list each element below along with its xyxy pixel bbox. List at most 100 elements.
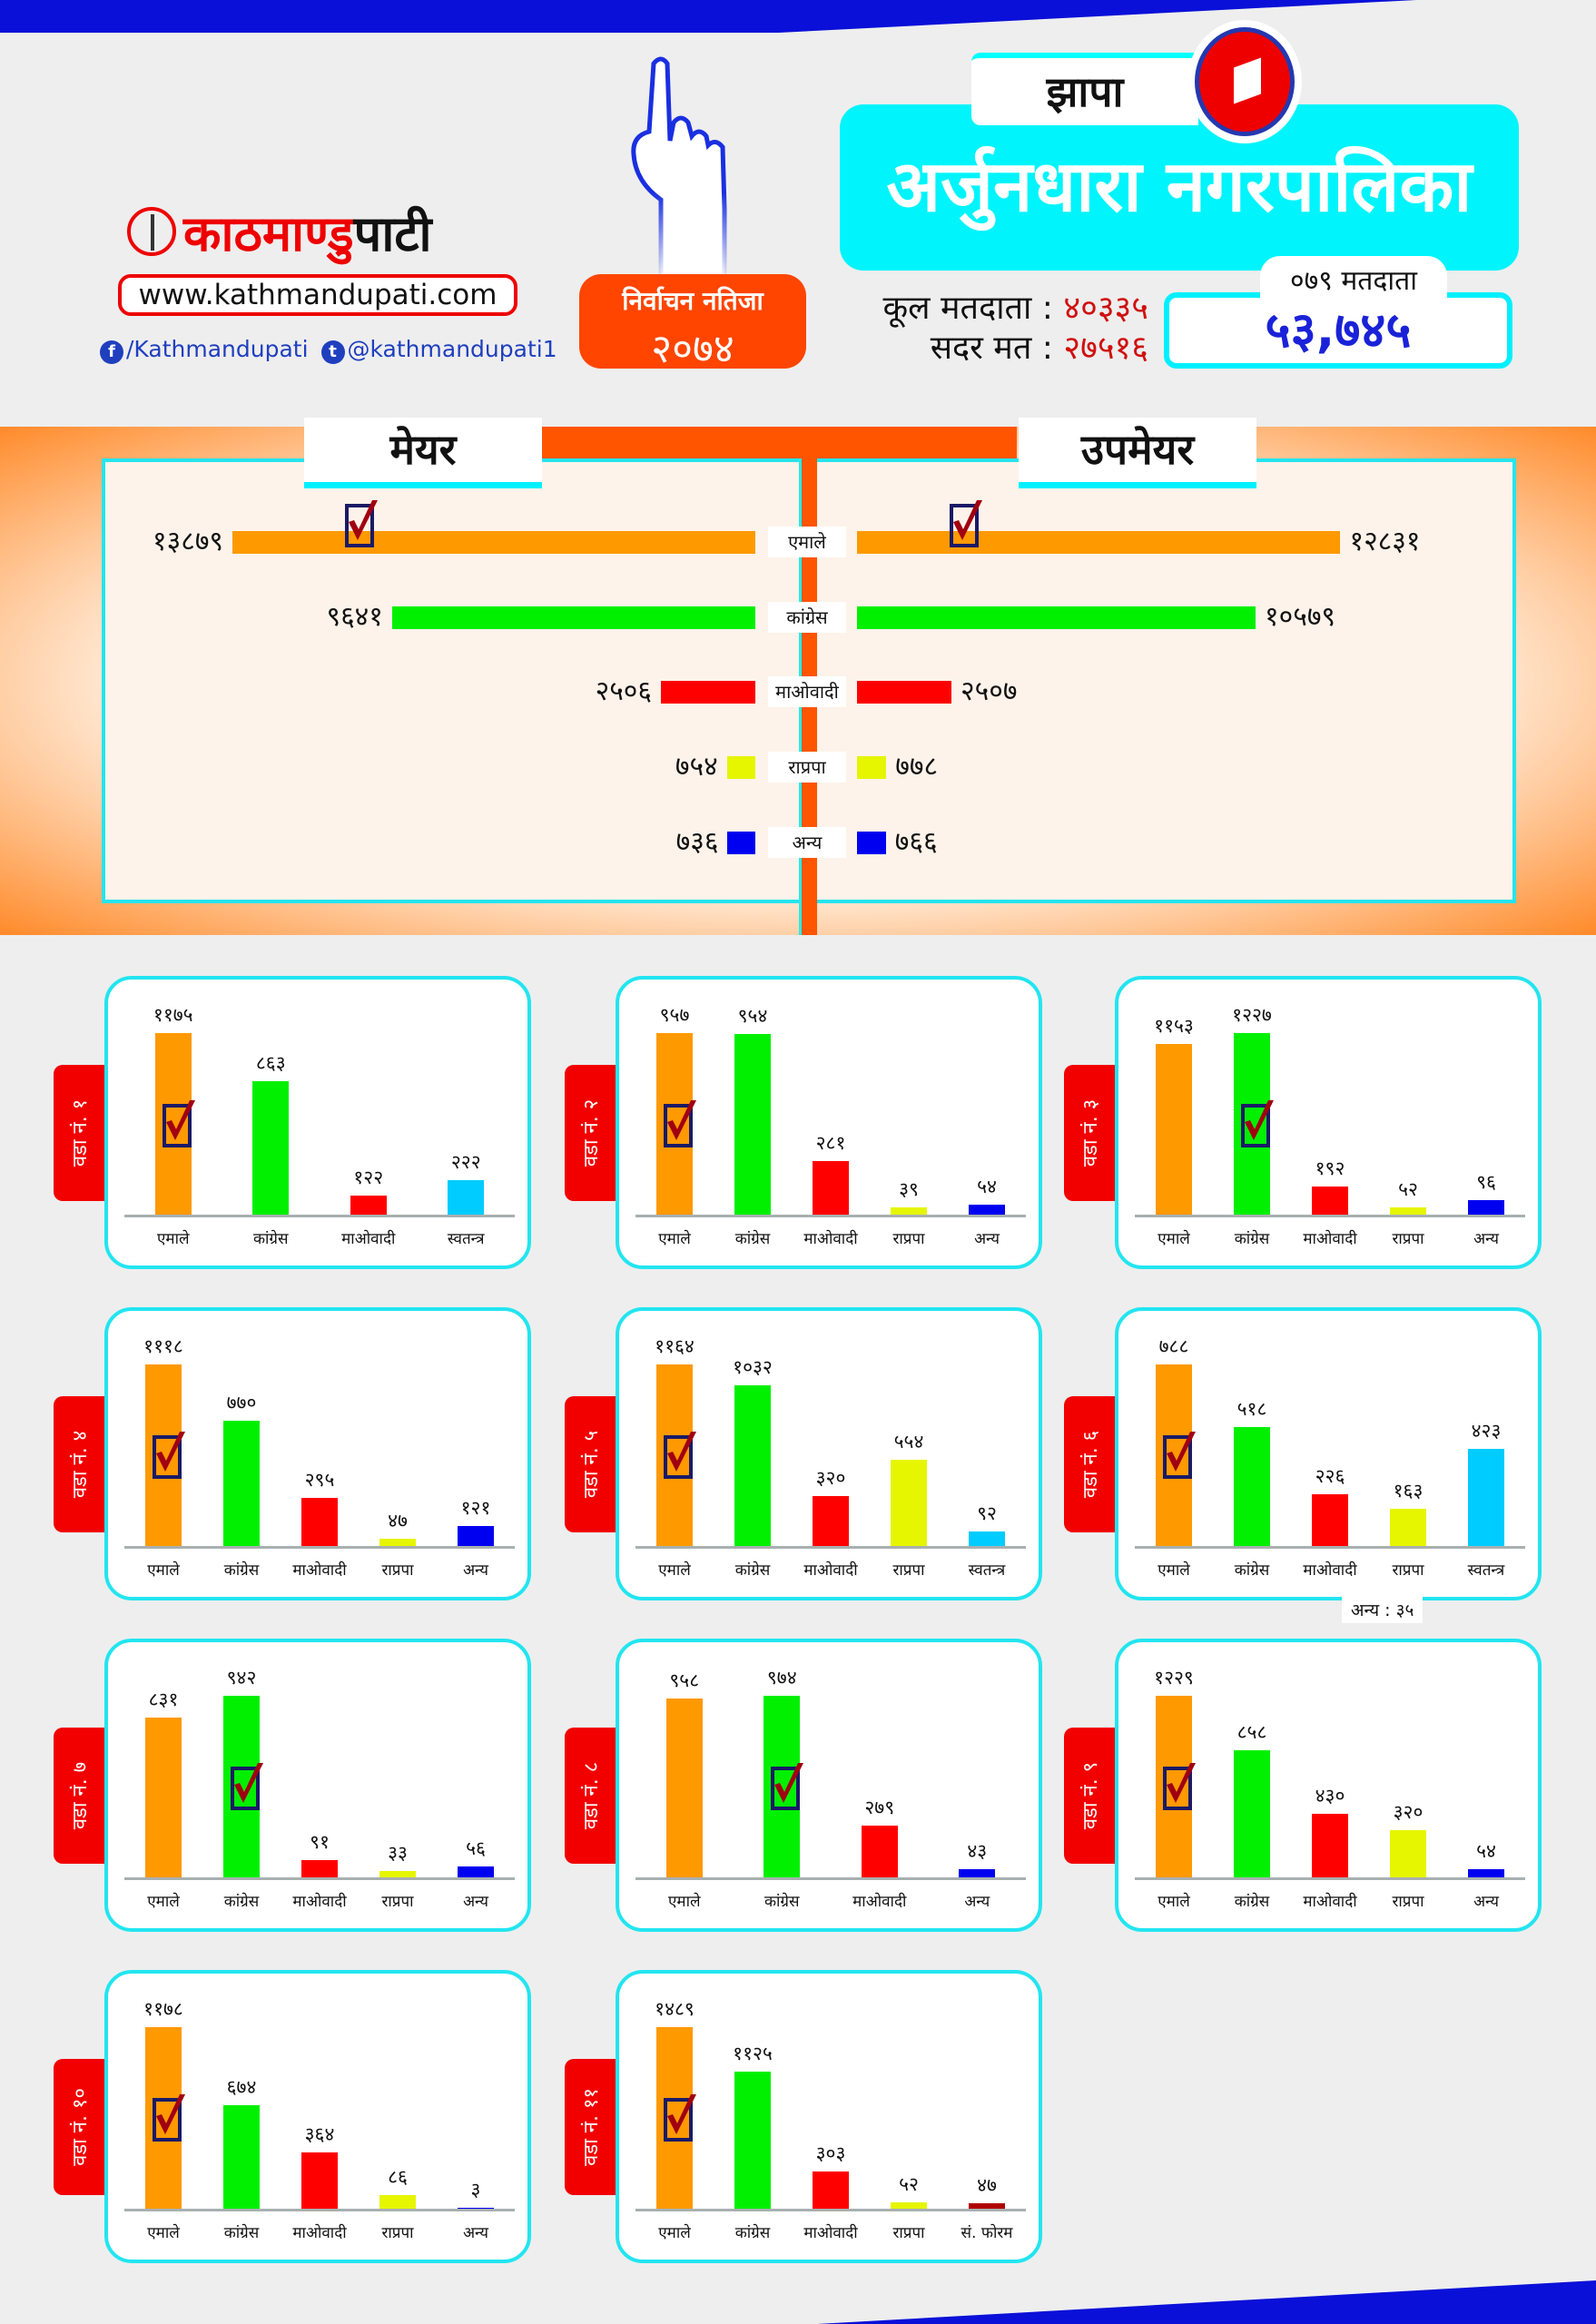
bar-value-label: ५६ [466, 1837, 486, 1860]
mayor-bar [727, 832, 755, 854]
bar-category-label: कांग्रेस [734, 2224, 771, 2242]
total-voters-value: ४०३३५ [1063, 290, 1148, 327]
bar-category-label: राप्रपा [1392, 1230, 1424, 1248]
facebook-link[interactable]: /Kathmandupati [126, 336, 309, 362]
bar-value-label: ३ [470, 2179, 481, 2201]
website-link[interactable]: www.kathmandupati.com [118, 274, 517, 316]
bar-category-label: अन्य [1473, 1893, 1499, 1911]
mayor-vote-value: २५०६ [595, 675, 652, 707]
voters-079-label: ०७९ मतदाता [1260, 256, 1447, 307]
mayor-bar [726, 756, 755, 779]
deputy-mayor-title: उपमेयर [1019, 418, 1256, 488]
mayor-winner-check-icon [345, 497, 379, 547]
ward-number-label: वडा नं. ११ [580, 2088, 603, 2166]
mayor-vote-value: ७५४ [675, 751, 718, 783]
logo-emblem-icon [127, 207, 176, 256]
deputy-vote-value: १२८३१ [1349, 526, 1421, 557]
chart-bar [1234, 1750, 1270, 1877]
ward-number-tab: वडा नं. ८ [565, 1728, 616, 1864]
chart-bar [1390, 1508, 1426, 1546]
bar-category-label: कांग्रेस [223, 2224, 260, 2242]
deputy-mayor-bar [857, 756, 887, 779]
chart-bar [1234, 1426, 1270, 1546]
chart-bar [861, 1825, 898, 1877]
party-label: अन्य [768, 827, 846, 858]
chart-bar [1390, 1206, 1426, 1215]
ward-number-label: वडा नं. ४ [69, 1430, 92, 1499]
bar-value-label: ३०३ [815, 2142, 846, 2165]
winner-check-icon [153, 2091, 187, 2142]
bar-category-label: माओवादी [1303, 1561, 1357, 1580]
ward-note: अन्य : ३५ [1342, 1596, 1424, 1623]
mayor-title: मेयर [304, 418, 542, 488]
deputy-vote-value: २५०७ [961, 675, 1018, 707]
chart-bar [1312, 1814, 1348, 1877]
twitter-link[interactable]: @kathmandupati1 [347, 336, 557, 362]
bar-category-label: राप्रपा [892, 1230, 925, 1248]
chart-bar [813, 1496, 849, 1546]
bar-value-label: १२२९ [1154, 1667, 1194, 1689]
bar-value-label: १०३२ [733, 1355, 773, 1378]
ward-number-label: वडा नं. ८ [580, 1761, 603, 1830]
chart-baseline [124, 1546, 515, 1549]
ward-number-tab: वडा नं. ४ [54, 1396, 104, 1532]
bar-category-label: अन्य [974, 1230, 1000, 1248]
chart-bar [891, 1459, 927, 1546]
bar-category-label: माओवादी [803, 1561, 858, 1580]
chart-bar [223, 1421, 260, 1546]
mayor-bar [661, 681, 755, 704]
deputy-vote-value: १०५७९ [1265, 601, 1336, 633]
bar-value-label: ५२ [899, 2173, 919, 2195]
bar-category-label: एमाले [658, 1230, 691, 1248]
bar-category-label: राप्रपा [381, 1561, 414, 1580]
bar-value-label: ९७४ [766, 1667, 797, 1689]
winner-check-icon [1241, 1097, 1276, 1147]
bar-value-label: ११७८ [143, 1998, 183, 2020]
logo-text-black: पाटी [353, 205, 432, 262]
valid-votes-value: २७५१६ [1063, 330, 1148, 367]
chart-bar [350, 1196, 387, 1215]
ballot-box-icon [1187, 20, 1302, 143]
party-label: एमाले [768, 527, 846, 557]
deputy-vote-value: ७६६ [894, 826, 938, 858]
chart-bar [1390, 1829, 1426, 1877]
ward-number-tab: वडा नं. १० [54, 2059, 104, 2195]
ward-number-tab: वडा नं. २ [565, 1065, 616, 1201]
bar-category-label: कांग्रेस [1234, 1561, 1270, 1580]
party-label: राप्रपा [768, 752, 846, 783]
bar-value-label: ४७ [977, 2173, 997, 2196]
bar-category-label: कांग्रेस [223, 1893, 260, 1911]
bar-category-label: राप्रपा [1392, 1561, 1424, 1580]
bar-category-label: राप्रपा [892, 2224, 925, 2242]
total-voters-label: कूल मतदाता : [882, 290, 1053, 327]
top-blue-band [0, 0, 1416, 33]
winner-check-icon [664, 2091, 698, 2142]
ward-card [104, 1307, 531, 1600]
ward-number-label: वडा नं. ९ [1079, 1761, 1102, 1830]
bar-category-label: राप्रपा [381, 1893, 414, 1911]
chart-baseline [124, 1877, 515, 1880]
bar-value-label: १२१ [460, 1497, 491, 1520]
bar-category-label: एमाले [1158, 1893, 1190, 1911]
winner-check-icon [771, 1759, 805, 1810]
bar-category-label: स्वतन्त्र [1467, 1561, 1505, 1580]
chart-bar [734, 1384, 771, 1546]
bar-value-label: १९२ [1315, 1157, 1345, 1179]
deputy-vote-value: ७७८ [895, 751, 939, 783]
bar-category-label: माओवादी [341, 1230, 396, 1248]
bar-category-label: सं. फोरम [961, 2224, 1013, 2242]
bar-value-label: २२२ [450, 1151, 481, 1174]
bar-category-label: एमाले [658, 1561, 691, 1580]
chart-baseline [1135, 1877, 1525, 1880]
bar-value-label: २८१ [815, 1132, 846, 1155]
voting-finger-icon [631, 56, 727, 281]
bar-category-label: माओवादी [1303, 1893, 1357, 1911]
chart-bar [1468, 1869, 1504, 1877]
bar-category-label: एमाले [147, 2224, 180, 2242]
bar-category-label: राप्रपा [381, 2224, 414, 2242]
bar-category-label: अन्य [964, 1893, 990, 1911]
bar-value-label: ४२३ [1471, 1419, 1502, 1442]
bar-value-label: ५२ [1398, 1177, 1418, 1200]
bar-category-label: कांग्रेस [1234, 1893, 1270, 1911]
kathmandupati-logo: काठमाण्डु पाटी [127, 191, 508, 272]
